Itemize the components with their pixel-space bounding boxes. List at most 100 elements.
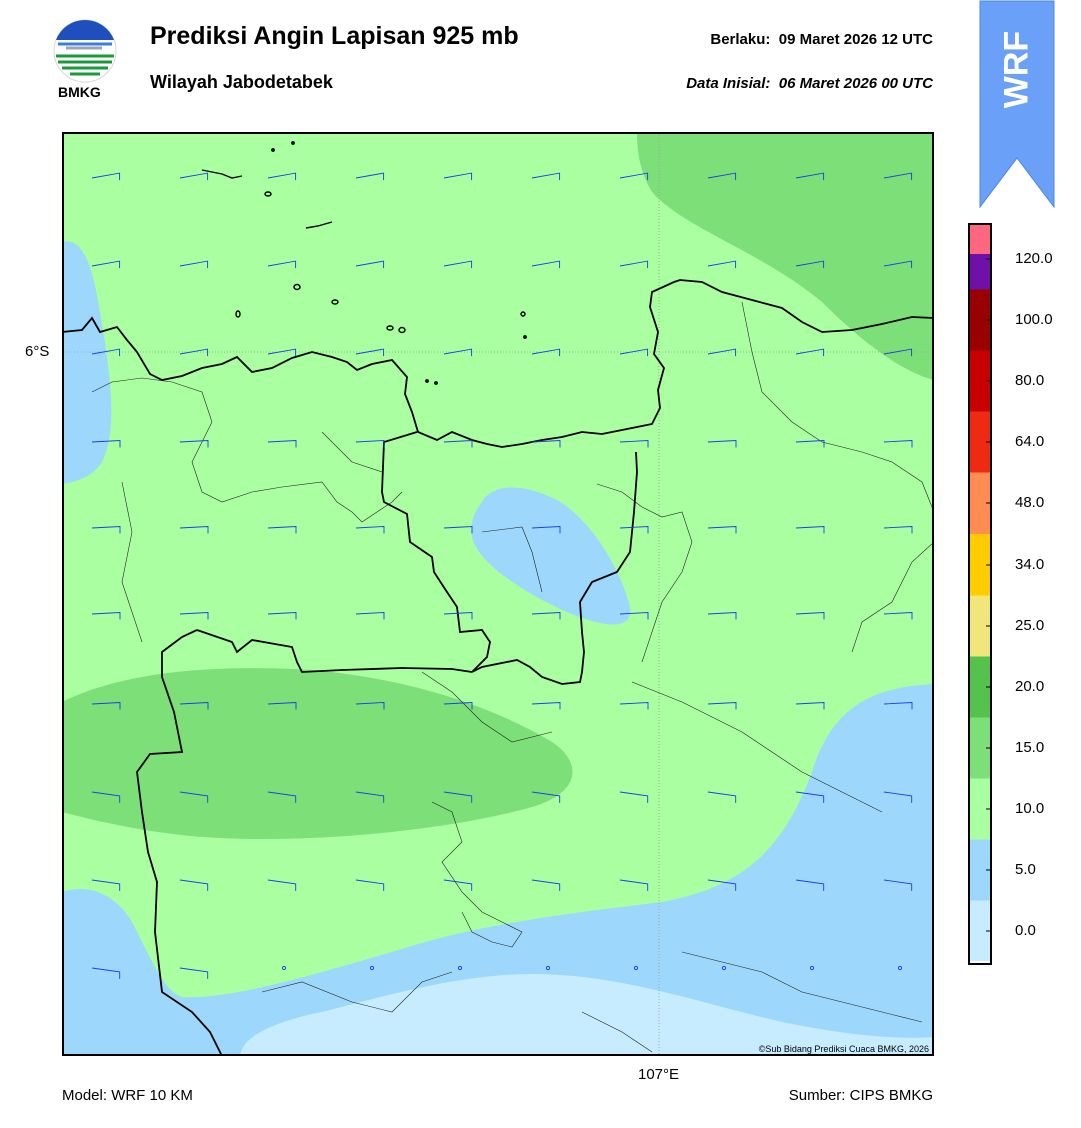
wind-barb <box>531 172 561 181</box>
wind-barb <box>443 526 473 534</box>
wind-barb <box>355 612 385 620</box>
light-wind-area-nw <box>62 241 112 484</box>
wind-barb <box>179 260 209 269</box>
init-time: Data Inisial: 06 Maret 2026 00 UTC <box>686 75 933 92</box>
wind-barb <box>531 260 561 269</box>
colorbar-tick-label: 25.0 <box>1015 617 1045 634</box>
wind-barb <box>883 791 913 803</box>
source-label: Sumber: CIPS BMKG <box>788 1087 933 1104</box>
wind-barb <box>707 612 737 620</box>
wind-barb <box>795 440 825 448</box>
wind-barb <box>443 791 473 803</box>
colorbar-tick-label: 20.0 <box>1015 678 1045 695</box>
wind-barb <box>619 702 649 710</box>
wind-barb <box>883 348 913 357</box>
wind-barb <box>355 440 385 448</box>
colorbar-segment <box>968 223 992 254</box>
colorbar-tick-label: 48.0 <box>1015 494 1045 511</box>
wind-barb <box>179 879 209 891</box>
wind-barb <box>443 612 473 620</box>
wind-barb <box>179 172 209 181</box>
wind-map: ©Sub Bidang Prediksi Cuaca BMKG, 2026 <box>62 132 934 1056</box>
wind-barb <box>91 702 121 710</box>
wind-barb <box>355 172 385 181</box>
wind-barb <box>795 348 825 357</box>
wind-barb <box>707 879 737 891</box>
wind-barb <box>443 260 473 269</box>
wind-barb <box>531 702 561 710</box>
calm-wind-area <box>240 974 934 1056</box>
wind-barb <box>355 260 385 269</box>
colorbar-tick-label: 5.0 <box>1015 861 1036 878</box>
regency-boundaries <box>91 301 934 1053</box>
wind-barb <box>531 440 561 448</box>
wind-barb <box>267 612 297 620</box>
wind-barb <box>707 172 737 181</box>
init-value: 06 Maret 2026 00 UTC <box>778 75 933 92</box>
wind-barb <box>179 440 209 448</box>
calm-marker <box>281 965 287 971</box>
wind-barb <box>707 440 737 448</box>
wind-barb <box>91 879 121 891</box>
wind-barb <box>267 260 297 269</box>
wind-barb <box>619 879 649 891</box>
wind-barb <box>883 702 913 710</box>
wind-barb <box>795 172 825 181</box>
wind-barb <box>267 440 297 448</box>
wind-barb <box>707 526 737 534</box>
wind-barb <box>91 612 121 620</box>
wind-barb <box>795 260 825 269</box>
wind-barb <box>707 791 737 803</box>
colorbar-tick-label: 34.0 <box>1015 556 1045 573</box>
wind-barb <box>619 526 649 534</box>
wind-barb <box>707 702 737 710</box>
lat-tick-label: 6°S <box>25 343 50 360</box>
page-subtitle: Wilayah Jabodetabek <box>150 72 333 92</box>
wind-barb <box>91 348 121 357</box>
wind-barb <box>707 348 737 357</box>
wind-barb <box>883 612 913 620</box>
colorbar-tick-label: 10.0 <box>1015 800 1045 817</box>
wind-barb <box>619 260 649 269</box>
calm-marker <box>369 965 375 971</box>
wind-barb <box>443 440 473 448</box>
wind-barb <box>883 260 913 269</box>
wind-barb <box>267 791 297 803</box>
valid-time: Berlaku: 09 Maret 2026 12 UTC <box>710 31 933 48</box>
wind-barb <box>795 526 825 534</box>
wind-barb <box>179 612 209 620</box>
colorbar-tick-label: 100.0 <box>1015 311 1053 328</box>
light-wind-area-south <box>62 684 934 1056</box>
wind-barb <box>91 172 121 181</box>
page-title: Prediksi Angin Lapisan 925 mb <box>150 22 519 50</box>
calm-marker <box>809 965 815 971</box>
valid-value: 09 Maret 2026 12 UTC <box>778 31 933 48</box>
province-boundaries <box>136 431 638 1056</box>
valid-label: Berlaku: <box>710 31 771 48</box>
colorbar-segment <box>968 254 992 290</box>
wrf-badge-text: WRF <box>997 30 1036 109</box>
wind-barb <box>355 879 385 891</box>
calm-marker <box>721 965 727 971</box>
wind-barb <box>619 348 649 357</box>
calm-marker <box>897 965 903 971</box>
wind-barb <box>91 440 121 448</box>
wind-barb <box>179 526 209 534</box>
wind-barb <box>619 791 649 803</box>
wind-barb <box>355 702 385 710</box>
light-wind-area-center <box>471 487 631 625</box>
wind-barb <box>91 260 121 269</box>
wind-barb <box>355 348 385 357</box>
colorbar-tick-label: 120.0 <box>1015 250 1053 267</box>
wind-barb <box>355 526 385 534</box>
model-label: Model: WRF 10 KM <box>62 1087 193 1104</box>
wind-barb <box>531 791 561 803</box>
wind-barb <box>531 879 561 891</box>
strong-wind-area-ne <box>637 132 934 380</box>
wind-barb <box>531 612 561 620</box>
wind-barb <box>267 879 297 891</box>
wind-barb <box>267 172 297 181</box>
calm-marker <box>545 965 551 971</box>
strong-wind-area-w <box>62 668 573 839</box>
wind-barb <box>795 791 825 803</box>
